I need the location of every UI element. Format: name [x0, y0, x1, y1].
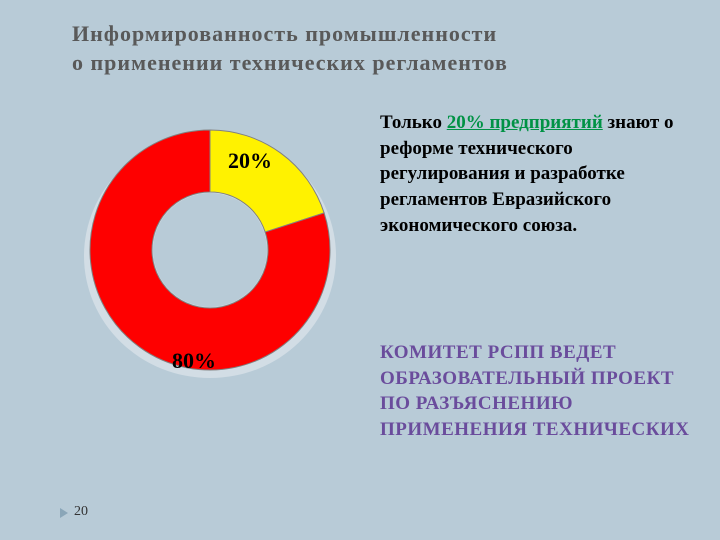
page-number-text: 20 [74, 504, 88, 520]
slice-label-80: 80% [172, 348, 216, 374]
donut-chart: 20% 80% [60, 110, 360, 410]
slide-title: Информированность промышленности о приме… [72, 20, 680, 77]
slide: Информированность промышленности о приме… [0, 0, 720, 540]
donut-body: 20% 80% [80, 120, 340, 380]
body-prefix: Только [380, 112, 447, 133]
title-line2: о применении технических регламентов [72, 50, 508, 75]
title-line1: Информированность промышленности [72, 21, 497, 46]
page-number: 20 [60, 504, 88, 520]
donut-svg [80, 120, 340, 380]
footer-paragraph: КОМИТЕТ РСПП ВЕДЕТ ОБРАЗОВАТЕЛЬНЫЙ ПРОЕК… [380, 340, 690, 443]
body-paragraph: Только 20% предприятий знают о реформе т… [380, 110, 690, 238]
body-accent: 20% предприятий [447, 112, 603, 133]
slice-label-20: 20% [228, 148, 272, 174]
bullet-icon [60, 507, 68, 517]
